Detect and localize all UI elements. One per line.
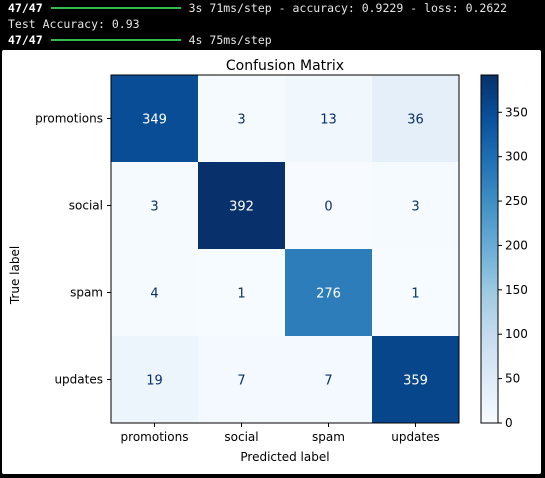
colorbar-tick-label: 200: [505, 238, 528, 252]
colorbar-tick-label: 100: [505, 327, 528, 341]
y-tick-label: spam: [70, 286, 103, 300]
cell-value-label: 13: [320, 113, 337, 128]
cell-value-label: 276: [316, 287, 341, 302]
x-tick-label: social: [224, 430, 258, 444]
console-line-accuracy: Test Accuracy: 0.93: [8, 17, 140, 31]
heatmap-cell: [372, 336, 460, 424]
cell-value-label: 392: [229, 200, 254, 215]
cell-value-label: 1: [237, 287, 245, 302]
heatmap-cell: [285, 75, 373, 163]
heatmap-cell: [372, 75, 460, 163]
y-tick-label: updates: [54, 373, 103, 387]
cell-value-label: 36: [407, 113, 424, 128]
heatmap-cell: [111, 336, 199, 424]
confusion-matrix-chart: Confusion Matrix 349 3 13 36 3 392 0 3 4 1 276 1 19 7…: [8, 58, 528, 464]
heatmap-cell: [111, 75, 199, 163]
progress-bar: [50, 6, 181, 9]
x-axis-ticks: promotions social spam updates: [121, 423, 440, 444]
cell-value-label: 3: [237, 113, 245, 128]
heatmap-cell: [198, 249, 286, 337]
colorbar-tick-label: 50: [505, 372, 520, 386]
heatmap-cells: 349 3 13 36 3 392 0 3 4 1 276 1 19 7 7 359: [111, 75, 460, 424]
cell-value-label: 359: [403, 374, 428, 389]
heatmap-cell: [198, 336, 286, 424]
heatmap-cell: [111, 162, 199, 250]
cell-value-label: 4: [150, 287, 158, 302]
heatmap-cell: [372, 162, 460, 250]
console-line-progress-1: 47/47 3s 71ms/step - accuracy: 0.9229 - l…: [8, 0, 507, 16]
heatmap-cell: [111, 249, 199, 337]
progress-bar: [50, 38, 181, 41]
y-axis-ticks: promotions social spam updates: [35, 112, 111, 387]
cell-value-label: 7: [324, 374, 332, 389]
cell-value-label: 3: [411, 200, 419, 215]
colorbar-tick-label: 0: [505, 416, 513, 430]
y-tick-label: social: [69, 199, 103, 213]
console-output: 47/47 3s 71ms/step - accuracy: 0.9229 - l…: [0, 0, 545, 50]
colorbar: [480, 74, 499, 424]
heatmap-cell: [198, 162, 286, 250]
cell-value-label: 1: [411, 287, 419, 302]
colorbar-ticks: 0 50 100 150 200 250 300 350: [498, 105, 528, 430]
x-tick-label: updates: [391, 430, 440, 444]
step-counter: 47/47: [8, 1, 43, 15]
chart-figure: Confusion Matrix 349 3 13 36 3 392 0 3 4 1 276 1 19 7…: [2, 50, 541, 474]
progress-metrics: 4s 75ms/step: [188, 33, 272, 47]
y-axis-label: True label: [8, 246, 22, 305]
heatmap-cell: [285, 162, 373, 250]
y-tick-label: promotions: [35, 112, 103, 126]
cell-value-label: 3: [150, 200, 158, 215]
heatmap-cell: [285, 336, 373, 424]
heatmap-cell: [372, 249, 460, 337]
cell-value-label: 7: [237, 374, 245, 389]
chart-title: Confusion Matrix: [226, 58, 344, 74]
cell-value-label: 349: [142, 113, 167, 128]
colorbar-tick-label: 250: [505, 194, 528, 208]
colorbar-tick-label: 150: [505, 283, 528, 297]
console-line-progress-2: 47/47 4s 75ms/step: [8, 32, 272, 48]
colorbar-tick-label: 300: [505, 150, 528, 164]
cell-value-label: 0: [324, 200, 332, 215]
step-counter: 47/47: [8, 33, 43, 47]
plot-frame: [110, 74, 460, 424]
x-axis-label: Predicted label: [240, 450, 329, 464]
colorbar-tick-label: 350: [505, 105, 528, 119]
heatmap-cell: [198, 75, 286, 163]
x-tick-label: promotions: [121, 430, 189, 444]
progress-metrics: 3s 71ms/step - accuracy: 0.9229 - loss: …: [188, 1, 508, 15]
x-tick-label: spam: [312, 430, 345, 444]
heatmap-cell: [285, 249, 373, 337]
cell-value-label: 19: [146, 374, 163, 389]
